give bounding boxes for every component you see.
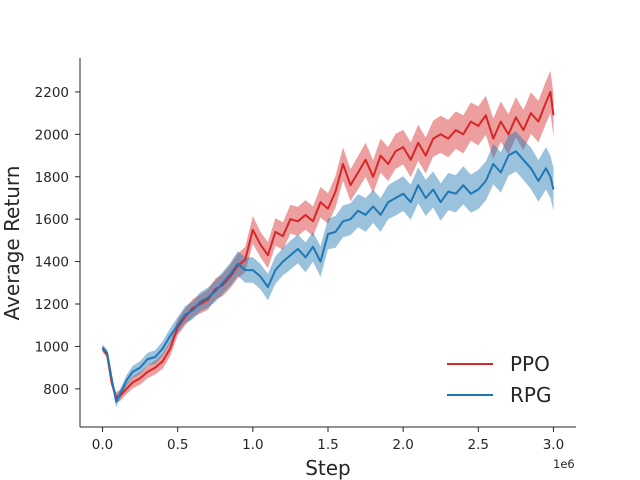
y-ticks: 800 1000 1200 1400 1600 1800 2000 2200 (35, 85, 80, 398)
line-ppo (101, 90, 555, 399)
x-tick-label: 1.0 (242, 437, 263, 453)
series-lines (101, 90, 555, 403)
line-rpg (101, 150, 555, 403)
y-tick-label: 800 (43, 382, 69, 398)
y-tick-label: 1600 (35, 212, 69, 228)
y-tick-label: 1400 (35, 255, 69, 271)
x-axis-label: Step (305, 456, 351, 480)
legend-label-rpg: RPG (510, 383, 551, 407)
x-tick-label: 2.5 (468, 437, 489, 453)
y-axis-label: Average Return (0, 166, 24, 321)
x-tick-label: 2.0 (392, 437, 413, 453)
y-tick-label: 2000 (35, 127, 69, 143)
confidence-bands (102, 70, 554, 407)
legend: PPO RPG (447, 352, 551, 407)
y-tick-label: 2200 (35, 85, 69, 101)
y-tick-label: 1200 (35, 297, 69, 313)
x-ticks: 0.0 0.5 1.0 1.5 2.0 2.5 3.0 (92, 427, 564, 453)
x-offset-label: 1e6 (553, 457, 575, 471)
x-tick-label: 3.0 (543, 437, 564, 453)
y-tick-label: 1800 (35, 170, 69, 186)
legend-label-ppo: PPO (510, 352, 550, 376)
x-tick-label: 0.0 (92, 437, 113, 453)
y-tick-label: 1000 (35, 339, 69, 355)
x-tick-label: 1.5 (317, 437, 338, 453)
band-rpg (102, 131, 554, 407)
band-ppo (102, 70, 554, 403)
x-tick-label: 0.5 (167, 437, 188, 453)
